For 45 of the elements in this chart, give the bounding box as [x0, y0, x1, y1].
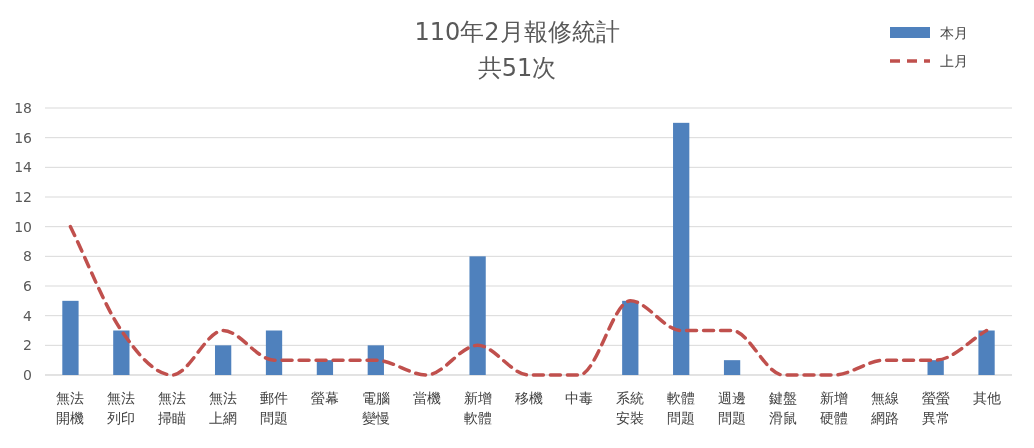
y-tick-label: 10 — [14, 218, 32, 235]
legend-label: 本月 — [940, 25, 968, 41]
y-tick-label: 18 — [14, 100, 32, 116]
bar — [214, 345, 232, 375]
y-tick-label: 8 — [23, 248, 32, 265]
y-tick-label: 0 — [23, 367, 32, 383]
y-tick-label: 14 — [14, 159, 33, 176]
y-tick-label: 2 — [23, 337, 32, 354]
x-tick-label: 系統安裝 — [616, 390, 645, 426]
x-tick-label: 無法開機 — [56, 390, 85, 426]
bar — [265, 330, 283, 375]
bar — [62, 300, 79, 375]
y-tick-label: 12 — [14, 189, 32, 205]
x-tick-label: 郵件問題 — [260, 390, 289, 426]
x-tick-label: 無法掃瞄 — [158, 390, 187, 426]
chart-title: 110年2月報修統計 — [414, 18, 620, 46]
x-tick-label: 電腦變慢 — [361, 390, 390, 426]
y-tick-label: 16 — [14, 129, 33, 146]
x-tick-label: 螢螢異常 — [921, 390, 950, 426]
legend-label: 上月 — [940, 53, 968, 69]
bar — [367, 345, 384, 375]
bar — [978, 330, 995, 375]
bar — [622, 300, 639, 375]
chart-subtitle: 共51次 — [477, 54, 557, 82]
x-tick-label: 無法上網 — [209, 390, 238, 426]
x-tick-label: 其他 — [972, 390, 1001, 406]
bar — [723, 360, 741, 375]
x-tick-label: 新增硬體 — [819, 390, 848, 426]
bar — [113, 330, 130, 375]
x-tick-label: 當機 — [412, 390, 441, 406]
x-tick-label: 軟體問題 — [667, 390, 696, 426]
x-tick-label: 中毒 — [565, 390, 594, 406]
bar — [469, 256, 486, 375]
line-series — [68, 224, 989, 377]
y-tick-label: 4 — [23, 307, 33, 324]
x-tick-label: 週邊問題 — [718, 390, 747, 426]
x-tick-label: 無線網路 — [869, 390, 899, 426]
bar — [927, 360, 944, 375]
bar — [673, 122, 690, 375]
y-tick-label: 6 — [23, 278, 33, 294]
x-tick-label: 螢幕 — [310, 390, 339, 406]
x-tick-label: 鍵盤滑鼠 — [768, 390, 797, 426]
x-tick-label: 移機 — [514, 390, 543, 406]
x-tick-label: 無法列印 — [107, 390, 136, 426]
x-tick-label: 新增軟體 — [463, 390, 492, 426]
